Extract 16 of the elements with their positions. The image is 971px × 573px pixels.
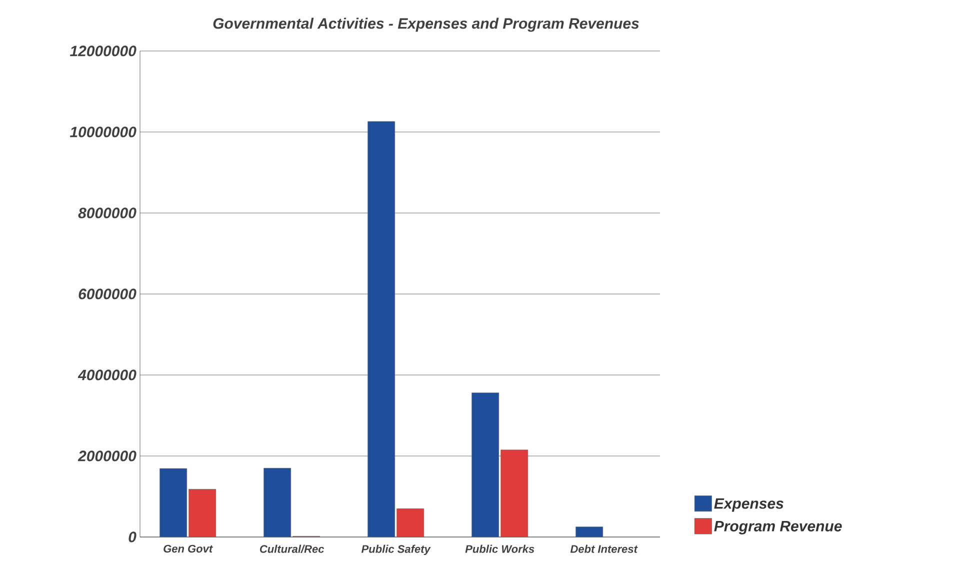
y-tick-label: 10000000 bbox=[70, 126, 136, 138]
bar bbox=[576, 526, 604, 538]
x-tick-label: Gen Govt bbox=[164, 544, 213, 553]
legend-label: Program Revenue bbox=[714, 520, 842, 534]
chart-title: Governmental Activities - Expenses and Program Revenues bbox=[213, 18, 639, 32]
y-tick-label: 0 bbox=[128, 532, 136, 542]
x-tick-label: Cultural/Rec bbox=[260, 544, 324, 553]
y-tick-label: 4000000 bbox=[78, 370, 136, 380]
x-tick-label: Public Works bbox=[465, 544, 534, 553]
y-tick-label: 8000000 bbox=[78, 208, 136, 218]
y-tick-label: 12000000 bbox=[70, 46, 136, 56]
y-tick-label: 2000000 bbox=[78, 450, 136, 462]
legend-label: Expenses bbox=[714, 498, 784, 512]
x-tick-label: Public Safety bbox=[361, 544, 431, 556]
y-tick-label: 6000000 bbox=[78, 288, 136, 300]
x-tick-label: Debt Interest bbox=[570, 544, 638, 553]
